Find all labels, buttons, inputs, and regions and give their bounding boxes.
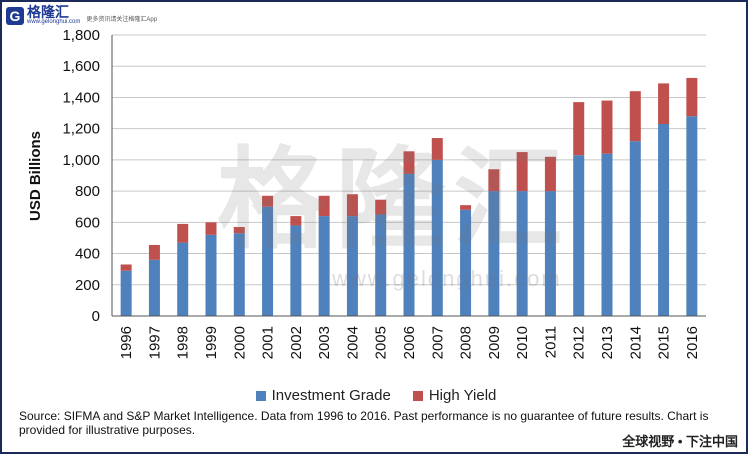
x-tick-label: 2012 xyxy=(571,326,588,359)
bar-high-yield-2006 xyxy=(403,151,415,174)
bar-high-yield-2008 xyxy=(460,205,472,210)
bar-high-yield-2009 xyxy=(488,169,500,192)
bar-investment-grade-2015 xyxy=(658,123,670,316)
footer-slogan: 全球视野 • 下注中国 xyxy=(614,429,746,452)
x-tick-label: 1996 xyxy=(118,326,135,359)
x-tick-label: 2000 xyxy=(231,326,248,359)
legend-label-high-yield: High Yield xyxy=(428,387,497,404)
bar-high-yield-2014 xyxy=(629,91,641,142)
bar-high-yield-1996 xyxy=(120,264,132,271)
x-tick-label: 2016 xyxy=(684,326,701,359)
x-tick-label: 1998 xyxy=(175,326,192,359)
x-tick-label: 1999 xyxy=(203,326,220,359)
bar-high-yield-1998 xyxy=(177,223,189,243)
y-tick-label: 200 xyxy=(75,277,100,294)
bar-high-yield-2010 xyxy=(516,152,528,192)
bar-high-yield-2015 xyxy=(658,83,670,124)
bar-investment-grade-2001 xyxy=(262,206,274,316)
brand-logo: G 格隆汇 www.gelonghui.com 更多资讯请关注格隆汇App xyxy=(6,5,157,26)
bar-investment-grade-1999 xyxy=(205,234,217,316)
x-tick-label: 2013 xyxy=(599,326,616,359)
bars xyxy=(120,77,698,316)
bar-high-yield-1997 xyxy=(148,244,160,260)
legend-swatch-high-yield xyxy=(412,390,423,401)
y-tick-label: 1,600 xyxy=(62,58,100,75)
bar-high-yield-2005 xyxy=(375,199,387,215)
bar-investment-grade-2016 xyxy=(686,116,698,316)
source-note: Source: SIFMA and S&P Market Intelligenc… xyxy=(19,409,709,437)
x-tick-label: 2002 xyxy=(288,326,305,359)
bar-investment-grade-2002 xyxy=(290,225,302,316)
logo-name: 格隆汇 xyxy=(27,4,69,20)
x-tick-labels: 1996 1997 1998 1999 2000 2001 2002 2003 2004 2005… xyxy=(118,326,701,359)
y-axis-label: USD Billions xyxy=(27,131,44,221)
bar-investment-grade-2012 xyxy=(573,155,585,316)
bar-investment-grade-2005 xyxy=(375,214,387,316)
x-tick-label: 2015 xyxy=(656,326,673,359)
bar-investment-grade-2003 xyxy=(318,216,330,316)
y-tick-labels: 0 200 400 600 800 1,000 1,200 1,400 1,600 1,800 xyxy=(62,27,100,325)
x-tick-label: 2006 xyxy=(401,326,418,359)
x-tick-label: 2010 xyxy=(514,326,531,359)
bar-high-yield-2003 xyxy=(318,195,330,217)
bar-investment-grade-2006 xyxy=(403,173,415,316)
bar-investment-grade-1996 xyxy=(120,270,132,316)
bar-investment-grade-2010 xyxy=(516,191,528,316)
y-tick-label: 800 xyxy=(75,183,100,200)
bar-high-yield-2013 xyxy=(601,100,613,154)
bar-high-yield-2011 xyxy=(544,156,556,192)
bar-high-yield-2000 xyxy=(233,227,245,234)
logo-mark-icon: G xyxy=(6,6,24,25)
bar-high-yield-1999 xyxy=(205,222,217,235)
x-tick-label: 2011 xyxy=(542,326,559,358)
x-tick-label: 2008 xyxy=(458,326,475,359)
y-tick-label: 1,200 xyxy=(62,121,100,138)
legend-swatch-investment-grade xyxy=(255,390,266,401)
bar-high-yield-2004 xyxy=(346,194,358,217)
chart-legend: Investment Grade High Yield xyxy=(2,387,746,404)
x-tick-label: 2005 xyxy=(373,326,390,359)
logo-domain: www.gelonghui.com xyxy=(27,19,81,25)
legend-label-investment-grade: Investment Grade xyxy=(271,387,391,404)
bar-investment-grade-2008 xyxy=(460,209,472,316)
x-tick-label: 2001 xyxy=(260,326,277,359)
bar-investment-grade-2004 xyxy=(346,216,358,316)
y-tick-label: 1,000 xyxy=(62,152,100,169)
bar-investment-grade-2013 xyxy=(601,153,613,316)
x-tick-label: 2004 xyxy=(344,326,361,359)
logo-text: 格隆汇 www.gelonghui.com xyxy=(27,5,80,26)
bar-high-yield-2016 xyxy=(686,77,698,117)
bar-investment-grade-2000 xyxy=(233,233,245,316)
legend-item-investment-grade: Investment Grade xyxy=(255,387,391,404)
legend-item-high-yield: High Yield xyxy=(412,387,497,404)
x-tick-label: 2007 xyxy=(429,326,446,359)
logo-slogan: 更多资讯请关注格隆汇App xyxy=(86,17,158,23)
x-tick-label: 2014 xyxy=(627,326,644,359)
bar-investment-grade-1997 xyxy=(148,259,160,316)
bar-high-yield-2002 xyxy=(290,216,302,226)
y-tick-label: 600 xyxy=(75,214,100,231)
bar-investment-grade-2011 xyxy=(544,191,556,316)
x-tick-label: 2003 xyxy=(316,326,333,359)
bar-high-yield-2007 xyxy=(431,138,443,160)
bar-high-yield-2012 xyxy=(573,102,585,156)
y-tick-label: 400 xyxy=(75,246,100,263)
y-tick-label: 0 xyxy=(92,308,100,325)
bar-investment-grade-2009 xyxy=(488,191,500,316)
y-tick-label: 1,400 xyxy=(62,89,100,106)
y-tick-label: 1,800 xyxy=(62,27,100,44)
bar-investment-grade-1998 xyxy=(177,242,189,316)
bar-investment-grade-2007 xyxy=(431,159,443,316)
bar-investment-grade-2014 xyxy=(629,141,641,316)
x-tick-label: 2009 xyxy=(486,326,503,359)
bar-high-yield-2001 xyxy=(262,195,274,207)
x-tick-label: 1997 xyxy=(146,326,163,359)
